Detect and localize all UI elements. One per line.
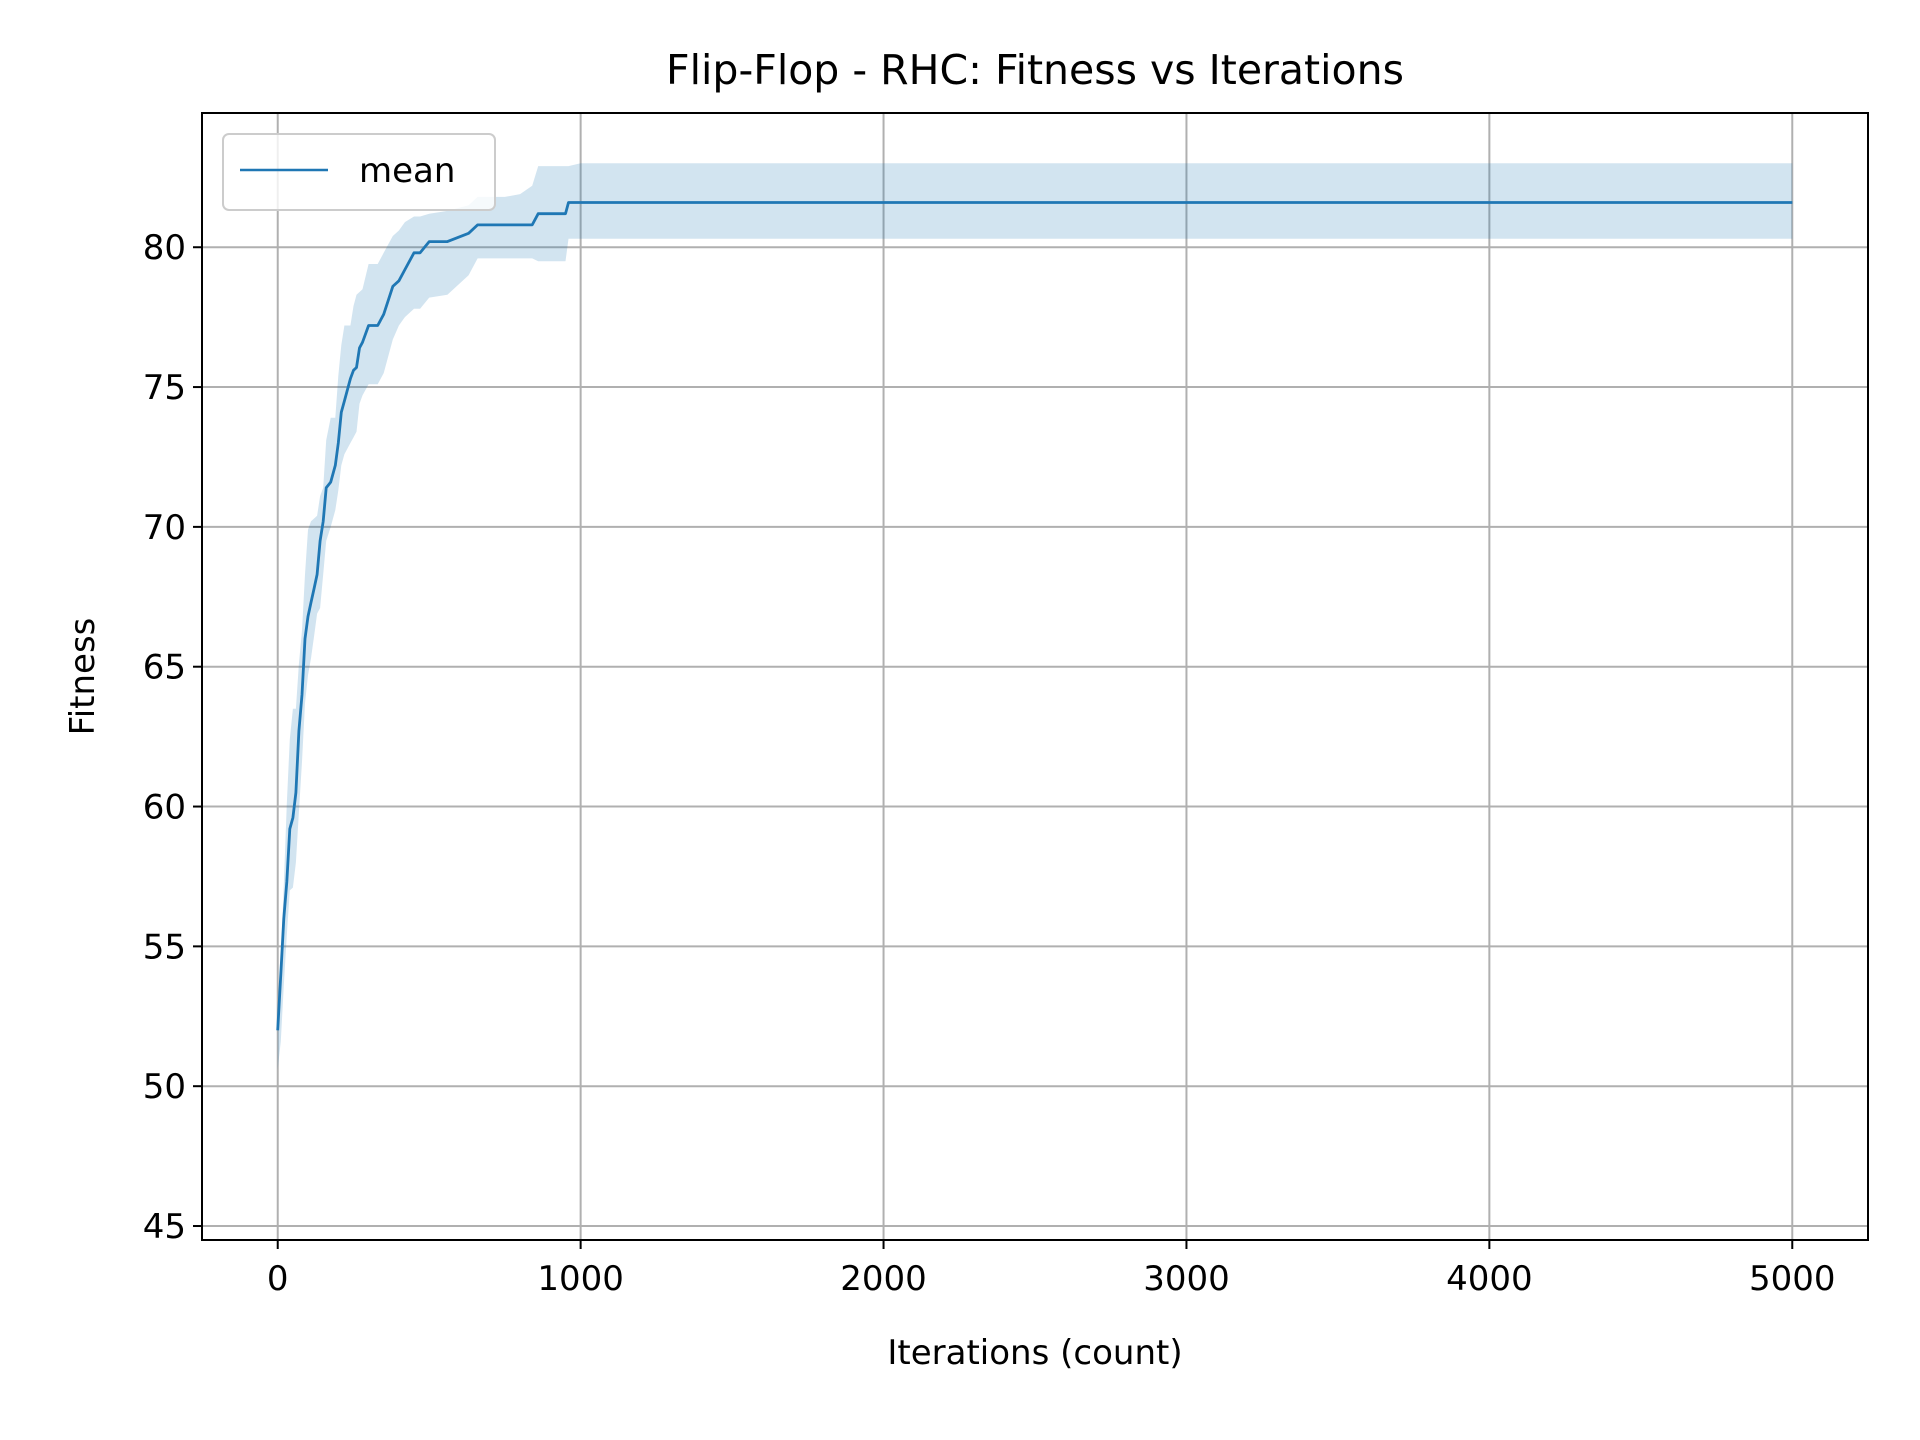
x-tick-label: 4000 [1446, 1259, 1533, 1299]
series-band-mean [277, 163, 1793, 1070]
legend-box [222, 133, 496, 211]
y-tick-label: 60 [143, 788, 186, 828]
grid-lines [202, 113, 1868, 1240]
chart-title: Flip-Flop - RHC: Fitness vs Iterations [666, 46, 1404, 94]
x-axis-ticks: 0 1000 2000 3000 4000 5000 [267, 1240, 1836, 1299]
series-lines [276, 201, 1793, 1031]
x-tick-label: 3000 [1143, 1259, 1230, 1299]
legend: mean [222, 133, 496, 211]
x-axis-label: Iterations (count) [887, 1333, 1182, 1373]
y-tick-label: 55 [143, 927, 186, 967]
x-tick-label: 5000 [1749, 1259, 1836, 1299]
y-tick-label: 65 [143, 648, 186, 688]
y-axis-label: Fitness [63, 618, 103, 736]
std-band [277, 163, 1793, 1070]
y-axis-ticks: 45 50 55 60 65 70 75 80 [143, 228, 202, 1247]
y-tick-label: 70 [143, 508, 186, 548]
x-tick-label: 2000 [840, 1259, 927, 1299]
y-tick-label: 80 [143, 228, 186, 268]
x-tick-label: 0 [267, 1259, 289, 1299]
y-tick-label: 45 [143, 1207, 186, 1247]
y-tick-label: 75 [143, 368, 186, 408]
legend-label-mean: mean [359, 151, 455, 191]
series-line-mean [276, 201, 1793, 1031]
x-tick-label: 1000 [537, 1259, 624, 1299]
y-tick-label: 50 [143, 1067, 186, 1107]
plot-frame [201, 112, 1869, 1241]
